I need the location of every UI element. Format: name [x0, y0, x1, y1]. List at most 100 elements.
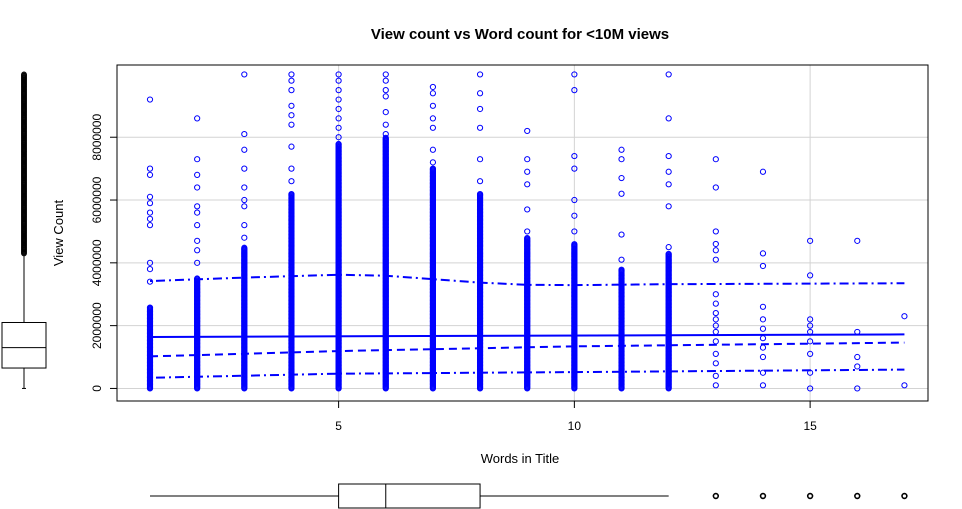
data-point	[571, 87, 578, 94]
data-point	[288, 121, 295, 128]
y-tick-label: 8000000	[90, 114, 104, 161]
data-point	[665, 115, 672, 122]
data-point	[759, 369, 767, 376]
data-point	[712, 322, 719, 329]
data-point	[335, 96, 342, 103]
data-point	[146, 259, 154, 266]
data-point	[382, 134, 389, 141]
data-point	[665, 181, 672, 188]
data-point	[288, 87, 295, 94]
data-point	[288, 77, 295, 84]
data-point	[429, 124, 437, 131]
data-point	[146, 266, 154, 273]
data-point	[194, 203, 201, 210]
data-point	[901, 313, 908, 320]
data-point	[854, 353, 861, 361]
data-point	[194, 115, 201, 122]
data-point	[901, 382, 908, 389]
data-point	[712, 316, 719, 323]
data-point	[194, 247, 201, 254]
data-point	[759, 250, 767, 257]
y-box	[1, 321, 47, 369]
data-point	[194, 171, 201, 179]
data-point	[712, 328, 719, 336]
data-point	[759, 325, 767, 332]
data-point	[807, 272, 814, 279]
data-point	[476, 178, 484, 185]
data-point	[476, 191, 484, 198]
fit-lines	[149, 273, 905, 379]
data-point	[712, 300, 719, 307]
data-point	[146, 278, 154, 285]
y-axis-label: View Count	[51, 199, 66, 266]
data-point	[524, 234, 531, 242]
data-point	[241, 184, 248, 191]
data-point	[288, 178, 295, 185]
x-box-outlier	[901, 492, 908, 500]
data-point	[712, 256, 719, 263]
data-point	[476, 124, 484, 131]
x-box-outlier	[806, 492, 814, 500]
data-point	[382, 87, 389, 94]
x-box-outlier	[712, 492, 720, 500]
data-point	[712, 382, 719, 389]
x-box-outlier	[759, 492, 767, 500]
data-point	[429, 90, 437, 97]
data-point	[335, 71, 342, 78]
data-point	[665, 71, 672, 78]
data-point	[429, 165, 437, 172]
fit-line-dotdash	[149, 273, 905, 287]
y-box-outlier	[21, 71, 27, 78]
data-point	[759, 335, 767, 342]
data-point	[146, 171, 154, 179]
data-point	[194, 259, 201, 266]
data-point	[665, 250, 672, 258]
data-point	[241, 244, 248, 251]
data-point	[854, 237, 861, 244]
data-point	[146, 193, 154, 200]
data-point	[759, 382, 767, 389]
data-point	[146, 215, 154, 222]
data-point	[382, 77, 389, 84]
data-point	[241, 222, 248, 229]
data-point	[241, 234, 248, 241]
data-point	[807, 237, 814, 244]
chart-title: View count vs Word count for <10M views	[371, 26, 669, 43]
x-axis-label: Words in Title	[481, 451, 560, 466]
fit-line-solid	[150, 333, 905, 338]
data-points	[146, 71, 908, 392]
data-point	[571, 241, 578, 248]
data-point	[382, 93, 389, 100]
data-point	[429, 159, 437, 166]
data-point	[194, 184, 201, 191]
data-point	[712, 309, 719, 317]
data-point	[571, 228, 578, 235]
y-tick-label: 4000000	[90, 239, 104, 286]
data-point	[712, 184, 719, 191]
data-point	[759, 316, 767, 323]
x-axis: 5 10 15	[335, 400, 817, 433]
fit-line-dotdash	[149, 368, 905, 379]
data-point	[524, 181, 531, 188]
data-point	[146, 209, 154, 216]
data-point	[146, 96, 154, 103]
data-point	[146, 165, 154, 172]
data-point	[382, 121, 389, 128]
data-point	[712, 360, 719, 367]
data-point	[335, 115, 342, 122]
y-tick-label: 0	[90, 385, 104, 392]
data-point	[665, 152, 672, 160]
data-point	[241, 165, 248, 172]
data-point	[665, 244, 672, 251]
x-tick-label: 5	[335, 419, 342, 433]
data-point	[524, 206, 531, 213]
data-point	[807, 385, 814, 392]
data-point	[759, 344, 767, 351]
data-point	[288, 165, 295, 172]
dense-point-columns	[146, 134, 672, 392]
data-point	[665, 203, 672, 210]
data-point	[712, 372, 719, 379]
data-point	[854, 363, 861, 370]
data-point	[571, 165, 578, 172]
data-point	[429, 115, 437, 122]
